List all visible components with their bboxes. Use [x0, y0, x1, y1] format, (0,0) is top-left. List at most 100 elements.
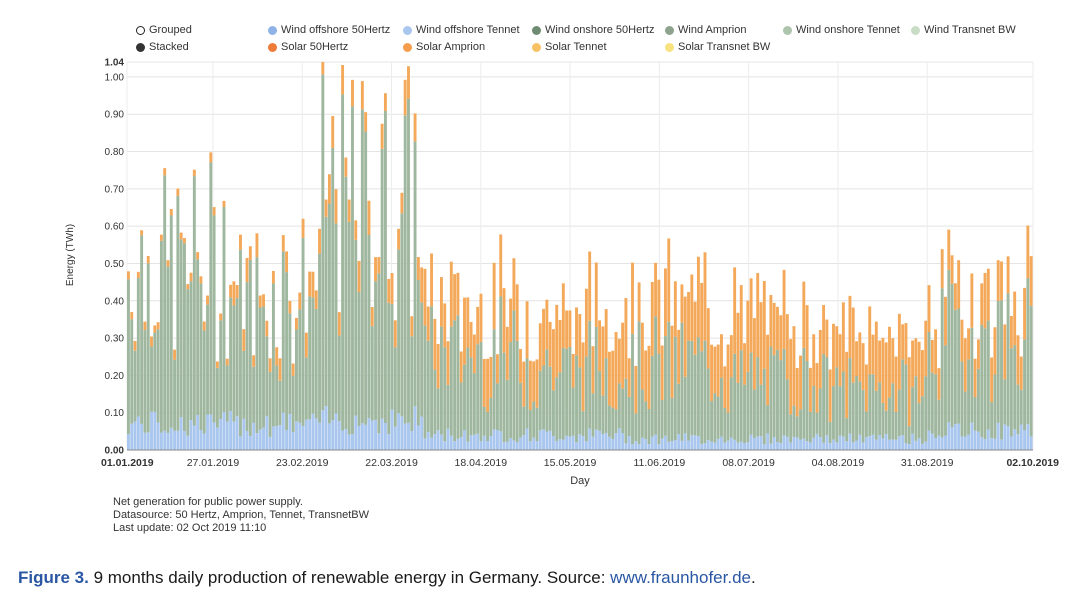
y-tick-label: 0.90	[105, 110, 125, 121]
bar-segment	[611, 350, 615, 408]
bar-segment	[486, 441, 489, 450]
bar-segment	[186, 435, 190, 450]
legend-solar-50hertz[interactable]: Solar 50Hertz	[268, 41, 348, 53]
bar-segment	[143, 330, 147, 433]
bar-segment	[331, 116, 335, 149]
bar-segment	[950, 283, 954, 428]
bar-segment	[199, 283, 203, 431]
bar-segment	[720, 436, 723, 450]
bar-segment	[729, 377, 733, 438]
bar-segment	[515, 442, 519, 450]
bar-segment	[1026, 424, 1030, 450]
bar-segment	[466, 297, 470, 348]
bar-segment	[295, 421, 298, 450]
legend-swatch-icon	[268, 25, 277, 35]
bar-segment	[749, 278, 753, 353]
bar-segment	[262, 294, 265, 307]
legend-wind-amprion[interactable]: Wind Amprion	[665, 24, 746, 36]
bar-segment	[841, 302, 845, 372]
legend-wind-onshore-50hertz[interactable]: Wind onshore 50Hertz	[532, 24, 654, 36]
bar-segment	[538, 323, 542, 371]
bar-segment	[673, 336, 677, 441]
bar-segment	[492, 262, 496, 330]
bar-segment	[693, 435, 697, 450]
y-tick-label: 0.50	[105, 259, 125, 270]
bar-segment	[179, 417, 183, 450]
bar-segment	[258, 295, 262, 308]
bar-segment	[423, 325, 427, 439]
x-tick-label: 04.08.2019	[812, 457, 865, 469]
bar-segment	[739, 441, 743, 450]
bar-segment	[664, 336, 667, 436]
bar-segment	[845, 351, 849, 419]
bar-segment	[884, 434, 888, 450]
bar-segment	[980, 324, 984, 438]
bar-segment	[212, 207, 216, 216]
bar-segment	[864, 411, 868, 438]
bar-segment	[532, 401, 536, 438]
legend-wind-offshore-tennet[interactable]: Wind offshore Tennet	[403, 24, 520, 36]
bar-segment	[647, 444, 651, 450]
bar-segment	[953, 283, 957, 310]
bar-segment	[133, 350, 137, 422]
bar-segment	[818, 388, 822, 438]
bar-segment	[723, 407, 727, 443]
bar-segment	[347, 221, 351, 435]
bar-segment	[156, 322, 160, 330]
bar-segment	[555, 440, 559, 450]
bar-segment	[920, 396, 924, 444]
legend-stacked[interactable]: Stacked	[136, 41, 189, 53]
bar-segment	[650, 281, 654, 356]
bar-segment	[594, 262, 598, 327]
bar-segment	[1023, 430, 1027, 450]
bar-segment	[219, 320, 223, 420]
legend-wind-transnet-bw[interactable]: Wind Transnet BW	[911, 24, 1016, 36]
bar-segment	[772, 355, 776, 437]
bar-segment	[591, 393, 595, 437]
bar-segment	[183, 431, 186, 450]
legend-solar-tennet[interactable]: Solar Tennet	[532, 41, 607, 53]
bar-segment	[413, 406, 417, 450]
bar-segment	[924, 376, 928, 442]
bar-segment	[225, 365, 229, 422]
bar-segment	[153, 411, 157, 450]
bar-segment	[808, 411, 812, 443]
bar-segment	[232, 421, 236, 450]
bar-segment	[947, 229, 951, 270]
bar-segment	[617, 338, 621, 384]
legend-solar-amprion[interactable]: Solar Amprion	[403, 41, 485, 53]
legend-solar-transnet-bw[interactable]: Solar Transnet BW	[665, 41, 770, 53]
bar-segment	[495, 429, 499, 450]
bar-segment	[868, 436, 872, 450]
legend-wind-onshore-tennet[interactable]: Wind onshore Tennet	[783, 24, 900, 36]
bar-segment	[871, 374, 875, 435]
bar-segment	[627, 396, 631, 437]
bar-segment	[746, 371, 750, 443]
bar-segment	[255, 257, 259, 434]
bar-segment	[944, 435, 947, 450]
bar-segment	[720, 377, 723, 437]
source-link[interactable]: www.fraunhofer.de	[610, 568, 751, 587]
bar-segment	[285, 429, 289, 450]
bar-segment	[825, 356, 829, 436]
bar-segment	[476, 306, 480, 345]
y-tick-label: 0.30	[105, 334, 125, 345]
bar-segment	[673, 281, 677, 337]
bar-segment	[252, 355, 256, 367]
bar-segment	[973, 430, 977, 450]
bar-segment	[255, 233, 259, 258]
bar-segment	[766, 405, 770, 434]
bar-segment	[993, 374, 997, 439]
legend-wind-offshore-50hertz[interactable]: Wind offshore 50Hertz	[268, 24, 390, 36]
bar-segment	[268, 436, 272, 450]
bar-segment	[443, 347, 447, 442]
legend-label: Solar Amprion	[416, 41, 486, 53]
bar-segment	[588, 251, 592, 321]
legend-grouped[interactable]: Grouped	[136, 24, 192, 36]
bar-segment	[812, 334, 816, 387]
bar-segment	[489, 436, 493, 450]
bar-segment	[749, 434, 753, 450]
bar-segment	[667, 441, 671, 450]
bar-segment	[578, 314, 582, 368]
bar-segment	[864, 437, 868, 450]
